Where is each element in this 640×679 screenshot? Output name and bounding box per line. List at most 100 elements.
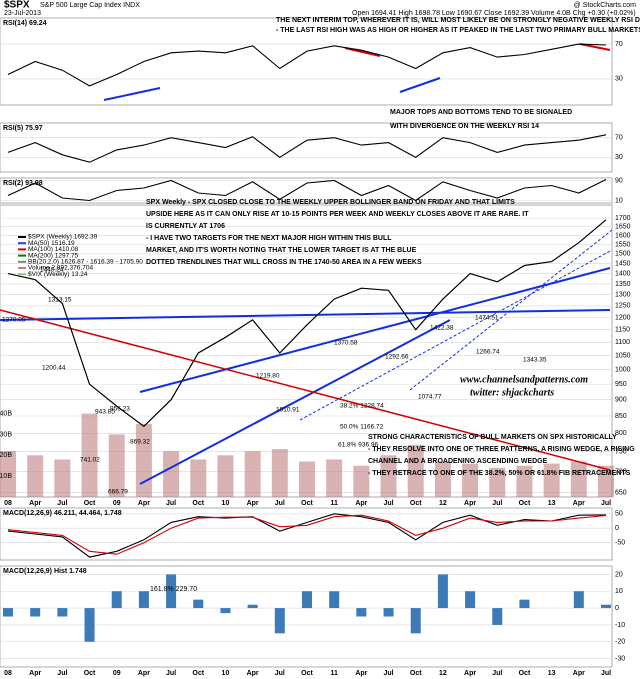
price-label: 1266.74 — [476, 349, 500, 356]
x-tick-label: Jul — [166, 500, 176, 507]
annotation: - THEY RESOLVE INTO ONE OF THREE PATTERN… — [368, 446, 635, 453]
bar — [111, 591, 122, 609]
x-tick-label: 11 — [330, 670, 338, 677]
annotation: MARKET, AND IT'S WORTH NOTING THAT THE L… — [146, 247, 417, 254]
volume-bar — [54, 459, 71, 497]
x-tick-label: Apr — [138, 500, 150, 507]
x-tick-label: Apr — [464, 500, 476, 507]
y-tick-label: 850 — [615, 413, 627, 420]
volume-bar — [516, 465, 533, 497]
y-tick-label: -50 — [615, 540, 625, 547]
price-label: 943.85 — [95, 409, 115, 416]
x-tick-label: 08 — [4, 670, 12, 677]
price-label: 1219.80 — [256, 373, 280, 380]
x-tick-label: Oct — [301, 670, 313, 677]
trendlines — [0, 43, 613, 485]
y-tick-label: 1400 — [615, 270, 631, 277]
rsi-arrow — [579, 43, 611, 51]
y-tick-label: 1550 — [615, 241, 631, 248]
legend-entry: MA(50) 1516.19 — [28, 240, 75, 247]
rsi-arrow — [344, 47, 381, 57]
x-tick-label: Oct — [410, 670, 422, 677]
y-tick-label: 1250 — [615, 303, 631, 310]
x-tick-label: 08 — [4, 500, 12, 507]
x-tick-label: Apr — [573, 670, 585, 677]
source: @ StockCharts.com — [574, 2, 637, 9]
legend-entry: MA(200) 1297.75 — [28, 252, 79, 259]
volume-bar — [489, 467, 506, 497]
y-tick-label: 900 — [615, 397, 627, 404]
x-tick-label: Oct — [519, 670, 531, 677]
annotation: - THEY RETRACE TO ONE OF THE 38.2%, 50% … — [368, 470, 631, 477]
trendline — [139, 319, 451, 485]
panel-frame — [0, 507, 613, 561]
annotation: STRONG CHARACTERISTICS OF BULL MARKETS O… — [368, 434, 617, 441]
panel-frame — [0, 122, 613, 173]
x-tick-label: Jul — [166, 670, 176, 677]
x-tick-label: Oct — [519, 500, 531, 507]
volume-bar — [244, 451, 261, 497]
price-label: 869.32 — [130, 439, 150, 446]
y-tick-label: 90 — [615, 177, 623, 184]
legend-entry: Volume 2,892,376,704 — [28, 265, 93, 272]
bar — [437, 574, 448, 609]
volume-bar — [271, 449, 288, 497]
bar — [166, 574, 177, 609]
x-tick-label: Apr — [247, 670, 259, 677]
volume-bar — [163, 451, 180, 497]
volume-bar — [380, 455, 397, 497]
price-label: 1422.38 — [430, 325, 454, 332]
y2-tick-label: 30B — [0, 431, 12, 438]
x-tick-label: 13 — [548, 500, 556, 507]
y-tick-label: 700 — [615, 468, 627, 475]
trendline — [409, 229, 613, 391]
y-tick-label: 50 — [615, 511, 623, 518]
price-label: 61.8% 936.96 — [338, 442, 379, 449]
y-tick-label: 650 — [615, 489, 627, 496]
price-label: 956.23 — [110, 406, 130, 413]
price-line — [7, 219, 607, 428]
x-tick-label: Apr — [355, 670, 367, 677]
y-tick-label: 1000 — [615, 366, 631, 373]
panel-title: MACD(12,26,9) Hist 1.748 — [3, 568, 87, 575]
x-tick-label: Apr — [247, 500, 259, 507]
volume-bar — [598, 465, 614, 497]
bar — [302, 591, 312, 609]
annotation: MAJOR TOPS AND BOTTOMS TEND TO BE SIGNAL… — [390, 109, 572, 116]
y2-tick-label: 10B — [0, 473, 12, 480]
x-tick-label: Oct — [84, 670, 96, 677]
bar — [220, 608, 231, 614]
y-tick-label: 70 — [615, 41, 623, 48]
bar — [356, 608, 367, 617]
legend-entry: $VIX (Weekly) 13.24 — [28, 271, 88, 278]
volume-bar — [434, 461, 451, 497]
volume-bar — [27, 455, 44, 497]
y-tick-label: 1350 — [615, 281, 631, 288]
volume-bar — [217, 455, 234, 497]
bar — [465, 591, 476, 609]
trendline — [139, 267, 611, 393]
annotation: www.channelsandpatterns.com — [460, 374, 588, 385]
legend-entry: MA(100) 1410.08 — [28, 246, 79, 253]
price-label: 666.79 — [108, 489, 128, 496]
annotation: SPX Weekly - SPX CLOSED CLOSE TO THE WEE… — [146, 199, 515, 206]
bar — [274, 608, 285, 634]
y-tick-label: 70 — [615, 135, 623, 142]
volume-bar — [462, 463, 479, 497]
x-tick-label: Apr — [573, 500, 585, 507]
x-tick-label: Apr — [464, 670, 476, 677]
x-tick-label: Jul — [383, 500, 393, 507]
price-label: 1292.66 — [385, 354, 409, 361]
y-tick-label: 800 — [615, 430, 627, 437]
y-tick-label: 10 — [615, 197, 623, 204]
annotation: - THE LAST RSI HIGH WAS AS HIGH OR HIGHE… — [276, 27, 640, 34]
bar — [519, 599, 530, 609]
y-tick-label: 1650 — [615, 223, 631, 230]
volume-bar — [407, 444, 424, 497]
volume-bar — [353, 465, 370, 497]
price-label: 1440.24 — [40, 267, 64, 274]
y-tick-label: 1050 — [615, 353, 631, 360]
x-tick-label: Oct — [84, 500, 96, 507]
